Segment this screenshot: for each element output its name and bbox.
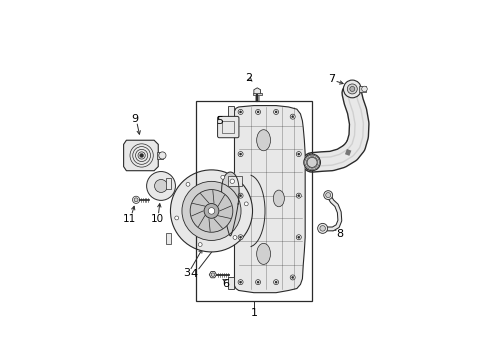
Text: 2: 2 [245,73,252,83]
Circle shape [198,243,202,247]
Bar [157,152,163,159]
Bar [196,102,312,301]
Polygon shape [211,273,215,276]
Circle shape [221,175,225,179]
Text: 11: 11 [123,214,136,224]
Circle shape [182,181,241,240]
FancyBboxPatch shape [218,116,239,138]
Circle shape [275,281,277,283]
Text: 3: 3 [183,268,190,278]
Bar [166,177,172,189]
Circle shape [208,208,215,214]
Polygon shape [209,271,217,278]
Bar [166,233,172,244]
Circle shape [171,170,252,252]
Circle shape [256,280,261,285]
Circle shape [238,109,243,114]
Ellipse shape [257,243,270,264]
Polygon shape [221,172,239,236]
Text: 10: 10 [151,214,164,224]
Text: 1: 1 [250,308,257,318]
Circle shape [273,280,279,285]
Circle shape [298,236,300,238]
Circle shape [256,109,261,114]
Bar [222,121,235,133]
Bar [253,93,262,95]
Polygon shape [227,105,235,117]
Circle shape [134,198,138,202]
Circle shape [147,172,175,201]
Bar [228,176,242,186]
Circle shape [318,223,328,233]
Circle shape [240,194,242,197]
Circle shape [296,152,301,157]
Text: 6: 6 [222,279,229,288]
Circle shape [233,235,237,239]
Circle shape [304,154,320,171]
Circle shape [298,194,300,197]
Circle shape [240,236,242,238]
Text: 7: 7 [328,74,335,84]
Circle shape [140,153,144,157]
Ellipse shape [257,130,270,151]
Text: 4: 4 [191,269,198,279]
Text: 5: 5 [216,116,223,126]
Circle shape [240,281,242,283]
Circle shape [204,203,219,218]
Circle shape [275,111,277,113]
Circle shape [245,202,248,206]
Circle shape [238,280,243,285]
Circle shape [298,153,300,155]
Circle shape [240,153,242,155]
Circle shape [230,179,235,184]
Circle shape [343,80,361,98]
Circle shape [324,191,333,199]
Circle shape [154,180,168,193]
Bar [359,86,366,92]
Polygon shape [123,140,158,171]
Circle shape [175,216,179,220]
Ellipse shape [273,190,284,207]
Circle shape [296,235,301,240]
Circle shape [292,276,294,279]
Circle shape [307,157,317,167]
Text: 8: 8 [336,229,343,239]
Circle shape [290,114,295,119]
Circle shape [186,183,190,186]
Circle shape [350,86,355,91]
Circle shape [238,152,243,157]
Circle shape [257,111,259,113]
Polygon shape [254,88,261,96]
Circle shape [296,193,301,198]
Circle shape [273,109,279,114]
Circle shape [362,86,368,92]
Circle shape [320,226,325,231]
Circle shape [257,281,259,283]
Circle shape [292,116,294,118]
Polygon shape [227,278,235,288]
Circle shape [190,190,233,232]
Circle shape [326,193,331,198]
Circle shape [347,84,357,94]
Circle shape [132,196,140,203]
Circle shape [159,152,166,159]
Text: 9: 9 [132,114,139,123]
Circle shape [238,235,243,240]
Circle shape [240,111,242,113]
Polygon shape [235,105,305,293]
Circle shape [290,275,295,280]
Circle shape [238,193,243,198]
